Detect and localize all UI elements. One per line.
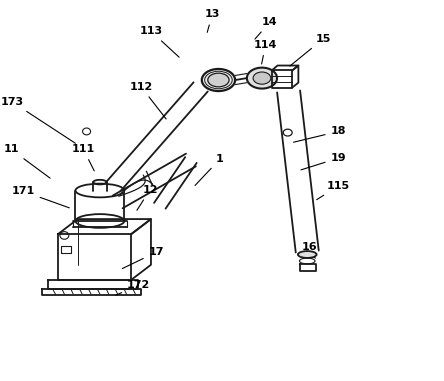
Text: 112: 112 xyxy=(130,82,166,119)
Text: 1: 1 xyxy=(195,154,224,186)
Text: 19: 19 xyxy=(301,153,346,170)
Text: 111: 111 xyxy=(72,144,95,171)
Text: 13: 13 xyxy=(205,10,220,32)
Text: 171: 171 xyxy=(12,186,69,208)
Text: 12: 12 xyxy=(137,185,158,210)
Text: 11: 11 xyxy=(4,144,50,178)
Text: 17: 17 xyxy=(123,247,164,269)
Text: 172: 172 xyxy=(116,280,150,295)
Text: 16: 16 xyxy=(302,242,318,258)
Text: 173: 173 xyxy=(1,97,75,143)
Ellipse shape xyxy=(202,69,235,91)
Ellipse shape xyxy=(247,67,277,88)
Text: 114: 114 xyxy=(254,40,277,64)
Text: 18: 18 xyxy=(293,126,346,142)
Text: 15: 15 xyxy=(290,34,331,66)
Ellipse shape xyxy=(208,73,229,87)
Ellipse shape xyxy=(253,72,271,84)
Text: 115: 115 xyxy=(317,181,350,200)
Text: 113: 113 xyxy=(139,26,179,57)
Ellipse shape xyxy=(298,251,317,258)
Text: 14: 14 xyxy=(255,17,278,39)
